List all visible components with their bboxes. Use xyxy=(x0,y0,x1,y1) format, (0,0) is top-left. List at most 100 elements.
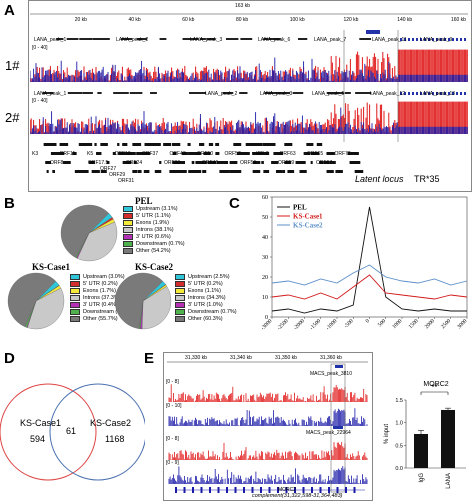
peak-label: LANA_peak_1 xyxy=(34,91,67,97)
bar-chart: MORC2 0.0 0.5 1.0 1.5 % input IgG LANA ** xyxy=(384,381,466,489)
venn-right-count: 1168 xyxy=(105,434,125,444)
legend-text: Downstream (1.0%) xyxy=(83,308,132,315)
bar-y-tick: 0.5 xyxy=(395,443,403,449)
x-tick-label: -1000 xyxy=(325,318,338,331)
venn-right-label: KS-Case2 xyxy=(90,418,132,428)
legend-item: 5' UTR (0.2%) xyxy=(175,280,237,287)
bar-category-label: IgG xyxy=(419,473,425,483)
y-tick-label: 30 xyxy=(262,255,268,261)
legend-label: KS-Case1 xyxy=(293,213,323,221)
legend-item: 5' UTR (0.2%) xyxy=(70,280,132,287)
ruler-tick-e: 31,340 kb xyxy=(230,355,252,361)
legend-item: Upstream (2.5%) xyxy=(175,273,237,280)
orf-label: ORF11 xyxy=(59,151,76,157)
legend-text: Upstream (3.1%) xyxy=(136,205,178,212)
bar-y-label: % input xyxy=(384,424,390,444)
latent-locus-label: Latent locus xyxy=(355,174,404,184)
series-line xyxy=(271,206,467,314)
legend-swatch xyxy=(70,308,80,315)
legend-text: 5' UTR (0.2%) xyxy=(83,280,118,287)
legend-text: Other (60.3%) xyxy=(188,315,223,322)
legend-swatch xyxy=(70,294,80,301)
peak-label: LANA_peak_11 xyxy=(372,37,407,43)
e-range-4: [0 - 9] xyxy=(166,460,179,466)
orf-label: ORF72 xyxy=(334,151,351,157)
peak-label: LANA_peak_13 xyxy=(420,91,456,97)
ruler-tick-e: 31,350 kb xyxy=(275,355,297,361)
legend-item: Introns (37.3%) xyxy=(70,294,132,301)
legend-swatch xyxy=(123,247,133,254)
ruler-tick-e: 31,360 kb xyxy=(320,355,342,361)
legend-swatch xyxy=(175,308,185,315)
orf-label: K3 xyxy=(32,151,39,157)
pel-pie xyxy=(60,204,118,262)
legend-item: Other (60.3%) xyxy=(175,315,237,322)
legend-swatch xyxy=(70,273,80,280)
x-tick-label: -500 xyxy=(343,318,355,330)
orf-label: ORF24 xyxy=(126,160,143,166)
orf-label: ORF31 xyxy=(118,178,135,184)
y-tick-label: 40 xyxy=(262,235,268,241)
case1-pie xyxy=(7,272,65,330)
orf-label: ORF37 xyxy=(142,151,159,157)
venn-left-circle xyxy=(0,383,97,481)
legend-label: PEL xyxy=(293,204,307,212)
orf-label: ORF46 xyxy=(202,160,219,166)
orf-label: ORF67 xyxy=(316,160,333,166)
pie-slice xyxy=(7,272,57,327)
peak-label: LANA_peak_5 xyxy=(312,91,345,97)
legend-item: Upstream (3.0%) xyxy=(70,273,132,280)
peak-label: LANA_peak_3 xyxy=(190,37,223,43)
legend-item: Other (55.7%) xyxy=(70,315,132,322)
peak-label: LANA_peak_2 xyxy=(116,37,149,43)
legend-text: Downstream (0.7%) xyxy=(136,240,185,247)
ruler-tick-a: 100 kb xyxy=(289,17,305,23)
bar-y-tick: 1.5 xyxy=(395,398,403,404)
ruler-tick-a: 40 kb xyxy=(128,17,141,23)
orf-label: ORF65 xyxy=(307,151,324,157)
legend-swatch xyxy=(123,226,133,233)
legend-text: Exons (1.1%) xyxy=(188,287,222,294)
bar-category-label: LANA xyxy=(446,473,452,489)
case2-title: KS-Case2 xyxy=(135,262,173,272)
case1-title: KS-Case1 xyxy=(32,262,70,272)
pie-slice xyxy=(60,204,110,258)
legend-item: Introns (38.1%) xyxy=(123,226,185,233)
legend-label: KS-Case2 xyxy=(293,222,323,230)
orf-label: v-IRF-2 xyxy=(252,151,269,157)
x-tick-label: 2500 xyxy=(440,318,452,330)
legend-swatch xyxy=(70,287,80,294)
x-tick-label: -2500 xyxy=(276,318,289,331)
legend-item: 3' UTR (1.0%) xyxy=(175,301,237,308)
macs-peak-2: MACS_peak_22964 xyxy=(306,430,351,436)
series-line xyxy=(271,274,468,300)
x-tick-label: 500 xyxy=(377,318,387,328)
gene-name: MORC2 xyxy=(278,487,297,493)
genome-browser-panel xyxy=(28,0,472,192)
significance-marker: ** xyxy=(431,383,437,392)
series-line xyxy=(271,264,468,286)
x-tick-label: 3000 xyxy=(456,318,468,330)
macs-peak-1: MACS_peak_3810 xyxy=(310,371,352,377)
x-tick-label: 2000 xyxy=(424,318,436,330)
bar-y-tick: 0.0 xyxy=(395,466,403,472)
legend-swatch xyxy=(123,212,133,219)
orf-label: ORF63 xyxy=(279,151,296,157)
orf-label: ORF27 xyxy=(100,166,117,172)
gene-coords: complement(31,322,598-31,364,483) xyxy=(252,493,343,499)
peak-label: LANA_peak_7 xyxy=(314,37,347,43)
legend-text: 3' UTR (0.4%) xyxy=(83,301,118,308)
y-tick-label: 60 xyxy=(262,195,268,201)
legend-swatch xyxy=(123,233,133,240)
line-chart: 0 10 20 30 40 50 60 -3000 -2500 -2000 -1500 -1000 -5… xyxy=(260,195,469,331)
ruler-tick-a: 140 kb xyxy=(397,17,413,23)
x-tick-label: -3000 xyxy=(260,318,273,331)
legend-text: Introns (34.3%) xyxy=(188,294,226,301)
genome-length: 163 kb xyxy=(235,3,251,9)
bar xyxy=(441,409,455,468)
legend-text: 3' UTR (0.6%) xyxy=(136,233,171,240)
legend-text: Introns (38.1%) xyxy=(136,226,174,233)
legend-item: 5' UTR (1.1%) xyxy=(123,212,185,219)
orf-label: ORF56 xyxy=(240,160,257,166)
panel-d-label: D xyxy=(4,350,15,367)
